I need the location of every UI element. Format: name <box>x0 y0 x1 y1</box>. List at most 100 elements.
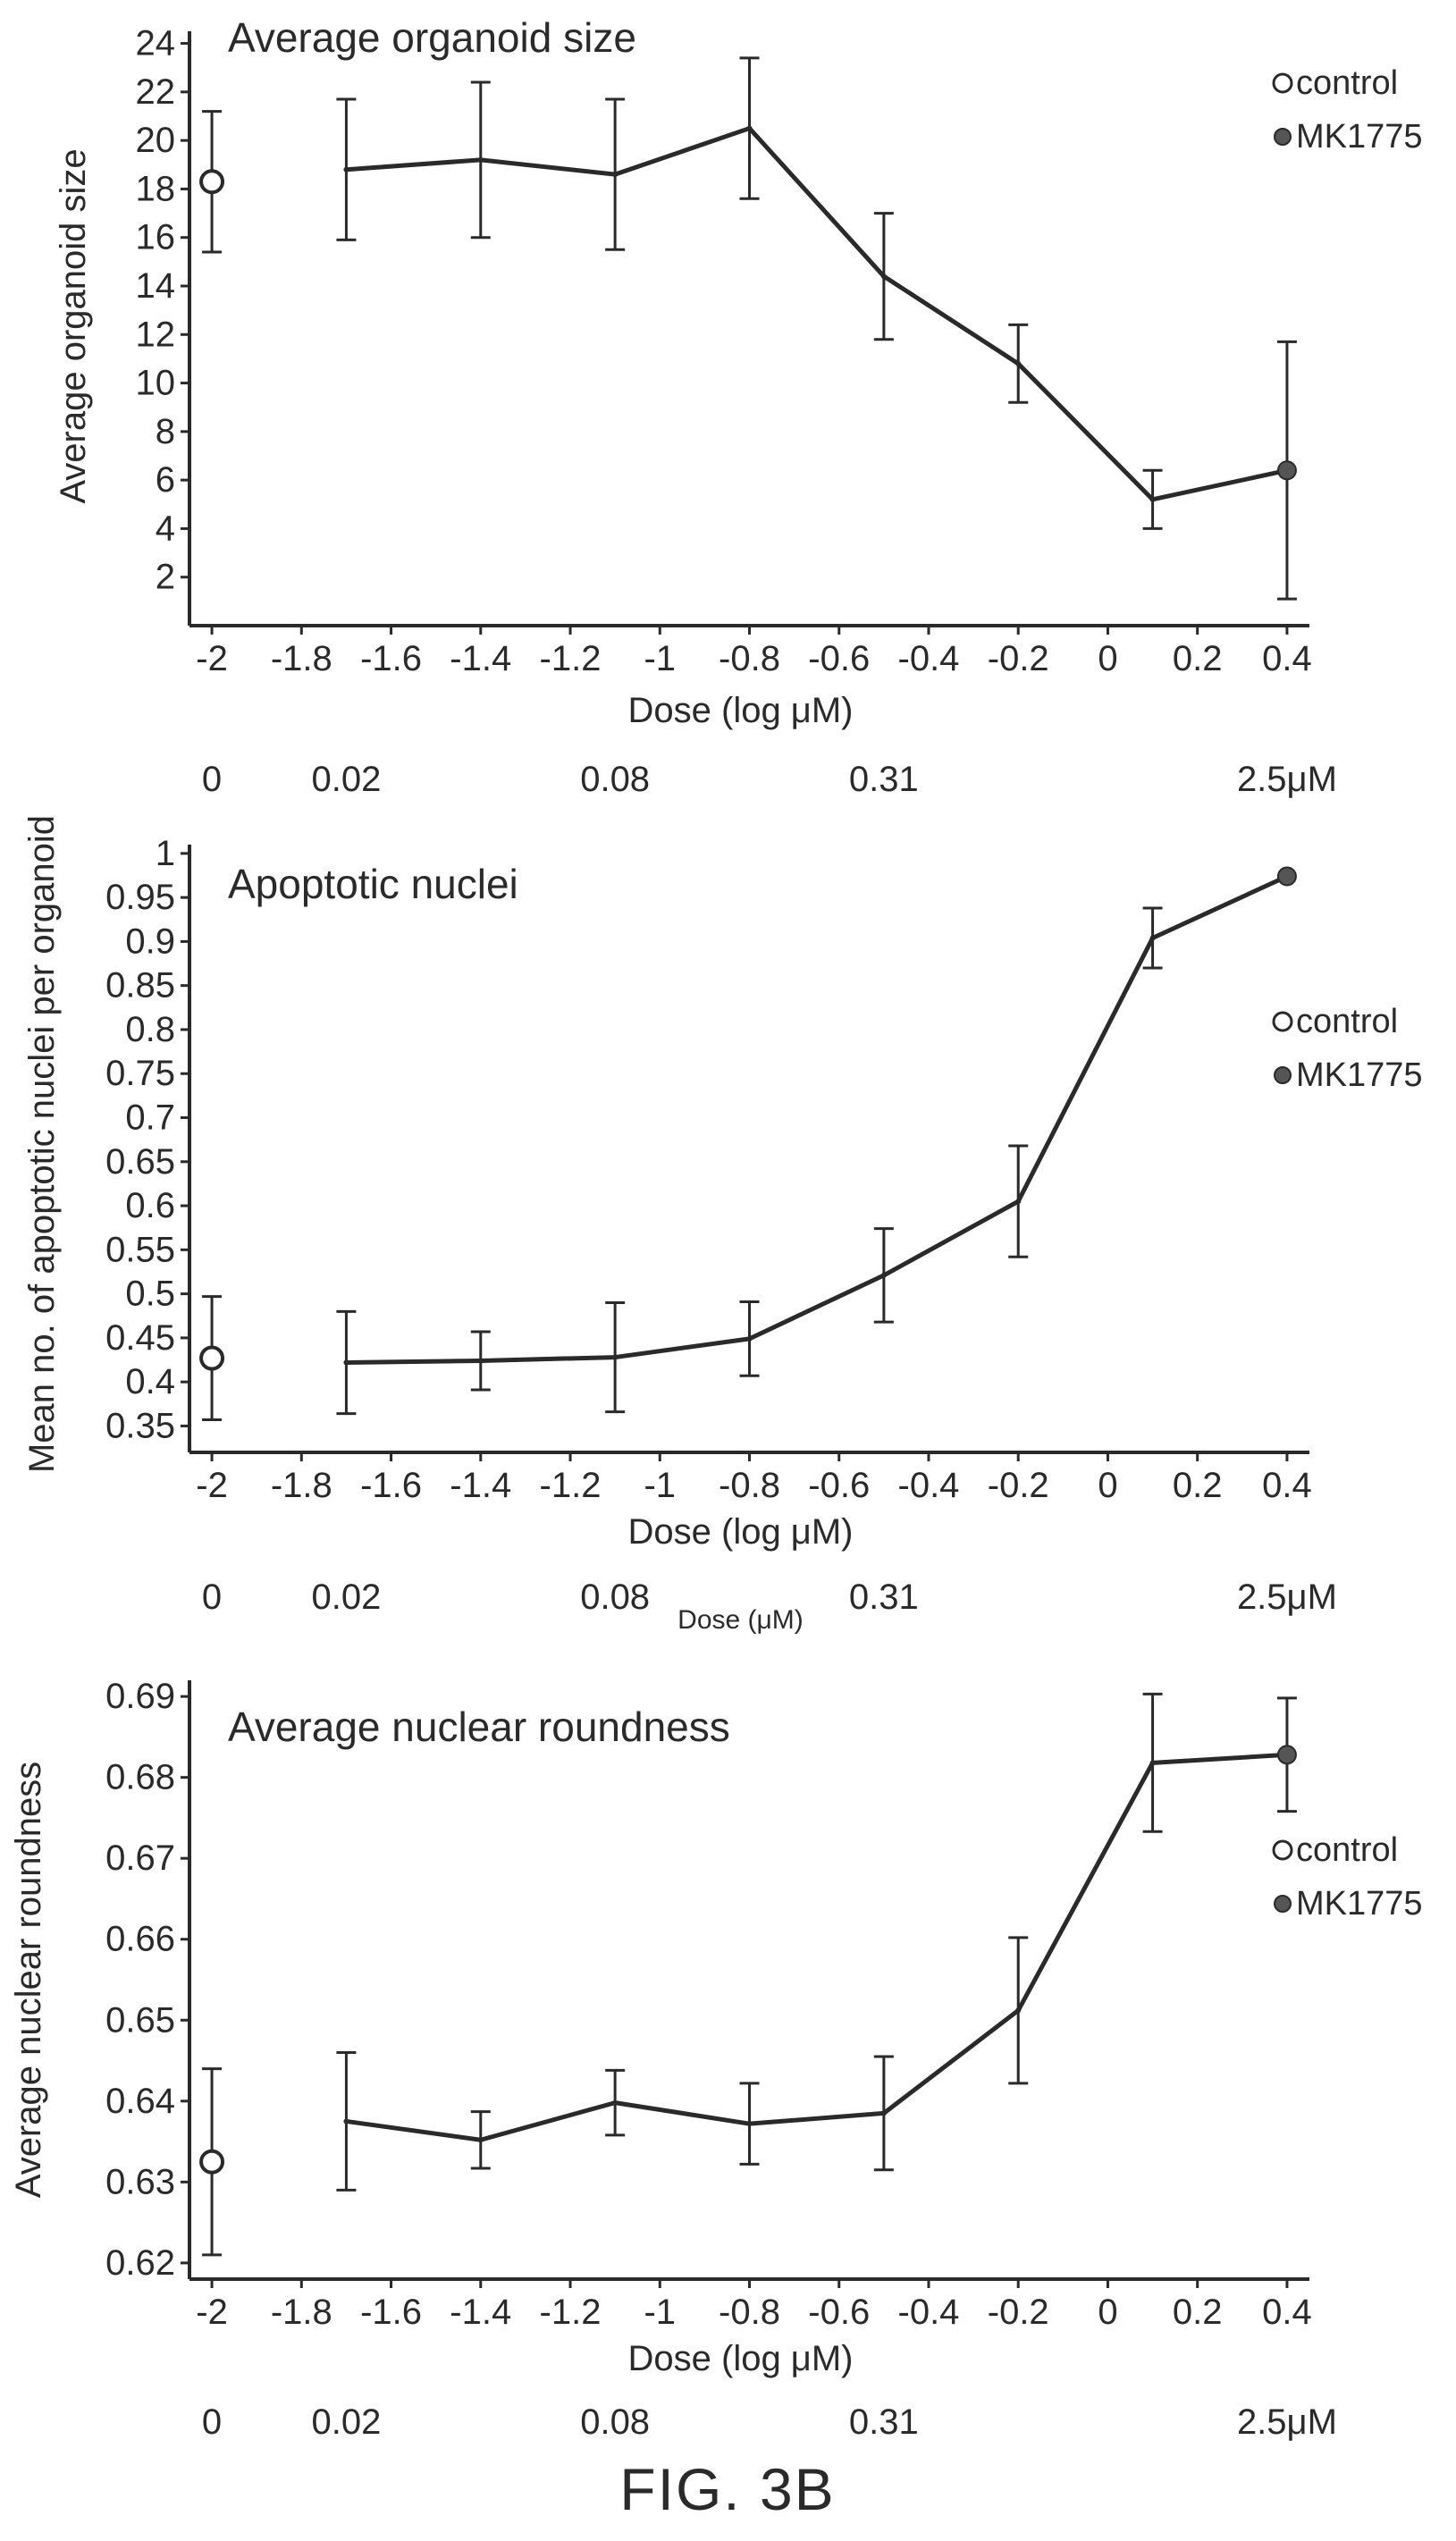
x-tick-label: -0.6 <box>808 639 870 678</box>
data-point-mk1775 <box>343 1359 349 1366</box>
y-tick-label: 12 <box>136 315 176 354</box>
x-tick-label: 0.2 <box>1173 1466 1223 1505</box>
data-point-mk1775 <box>477 156 484 163</box>
data-point-mk1775 <box>477 1358 484 1364</box>
data-point-control <box>199 169 225 195</box>
x-tick-label: -0.4 <box>898 639 960 678</box>
y-tick-label: 0.69 <box>105 1677 175 1716</box>
x-tick-label: -2 <box>196 1466 228 1505</box>
secondary-axis-label: 2.5μM <box>1237 1578 1337 1617</box>
secondary-axis-label: 0.31 <box>849 1578 919 1617</box>
chart-panel-2: 0.35 0.4 0.45 0.5 0.55 0.6 0.650.7 0.75 0.8 0.85 0… <box>22 815 1423 1635</box>
x-tick-label: 0.4 <box>1262 639 1312 678</box>
x-tick-label: -1.6 <box>360 639 422 678</box>
x-tick-label: -0.4 <box>898 2293 960 2332</box>
secondary-axis-label: 2.5μM <box>1237 760 1337 799</box>
x-tick-label: -0.2 <box>988 639 1049 678</box>
legend-marker-mk1775 <box>1274 128 1292 146</box>
x-tick-label: -1.6 <box>360 1466 422 1505</box>
x-axis-title: Dose (log μM) <box>628 1512 854 1552</box>
x-tick-label: 0 <box>1098 1466 1117 1505</box>
legend: control MK1775 <box>1272 1831 1423 1923</box>
y-tick-label: 0.9 <box>125 921 175 961</box>
legend-marker-control <box>1272 1839 1293 1861</box>
secondary-axis-label: 0.31 <box>849 2402 919 2442</box>
data-point-mk1775 <box>1276 1745 1297 1765</box>
data-point-mk1775 <box>880 273 887 280</box>
chart-title: Average nuclear roundness <box>228 1704 730 1750</box>
data-point-mk1775 <box>1149 935 1156 941</box>
secondary-axis-label: 0.08 <box>580 760 650 799</box>
x-tick-label: -0.6 <box>808 2293 870 2332</box>
x-tick-label: 0 <box>1098 639 1117 678</box>
x-tick-label: -2 <box>196 639 228 678</box>
y-tick-label: 0.4 <box>125 1362 175 1401</box>
legend: control MK1775 <box>1272 64 1423 156</box>
data-point-mk1775 <box>746 125 753 131</box>
y-tick-label: 8 <box>156 412 175 451</box>
chart-title: Apoptotic nuclei <box>228 861 518 907</box>
y-tick-label: 0.75 <box>105 1054 175 1093</box>
data-point-control <box>199 2149 225 2175</box>
x-tick-label: 0.2 <box>1173 2293 1223 2332</box>
y-tick-label: 14 <box>136 266 176 306</box>
x-tick-label: -1.4 <box>450 639 511 678</box>
y-tick-label: 0.8 <box>125 1010 175 1049</box>
x-tick-label: -0.6 <box>808 1466 870 1505</box>
legend-marker-mk1775 <box>1274 1066 1292 1084</box>
data-point-mk1775 <box>343 2118 349 2125</box>
legend-label-mk1775: MK1775 <box>1296 1885 1423 1923</box>
x-tick-label: -1.8 <box>271 1466 332 1505</box>
data-point-mk1775 <box>1149 496 1156 502</box>
secondary-axis-label: 0 <box>202 1578 222 1617</box>
legend-marker-control <box>1272 72 1293 94</box>
secondary-axis-label: 2.5μM <box>1237 2402 1337 2442</box>
y-tick-label: 16 <box>136 218 176 257</box>
x-tick-label: -0.8 <box>719 1466 780 1505</box>
y-tick-label: 0.65 <box>105 1142 175 1182</box>
secondary-axis-label: 0.08 <box>580 1578 650 1617</box>
legend-marker-control <box>1272 1011 1293 1032</box>
data-point-mk1775 <box>746 2121 753 2127</box>
y-axis-title: Average nuclear roundness <box>9 1762 48 2198</box>
secondary-axis-label: 0.08 <box>580 2402 650 2442</box>
x-tick-label: -1 <box>644 1466 676 1505</box>
x-tick-label: 0.4 <box>1262 1466 1312 1505</box>
y-tick-label: 0.5 <box>125 1275 175 1314</box>
data-point-mk1775 <box>1015 360 1022 366</box>
y-tick-label: 18 <box>136 169 176 208</box>
data-point-mk1775 <box>343 166 349 172</box>
data-point-mk1775 <box>1015 1199 1022 1205</box>
data-point-control <box>199 1345 225 1371</box>
secondary-axis-label: 0.02 <box>311 760 381 799</box>
data-point-mk1775 <box>612 172 619 178</box>
y-tick-label: 0.68 <box>105 1758 175 1797</box>
x-tick-label: -0.4 <box>898 1466 960 1505</box>
x-tick-label: -0.2 <box>988 1466 1049 1505</box>
legend-label-control: control <box>1296 1831 1398 1869</box>
secondary-axis-label: 0 <box>202 2402 222 2442</box>
x-tick-label: 0 <box>1098 2293 1117 2332</box>
y-tick-label: 0.64 <box>105 2082 175 2121</box>
legend-label-mk1775: MK1775 <box>1296 1056 1423 1094</box>
y-tick-label: 2 <box>156 558 175 597</box>
x-tick-label: -1.4 <box>450 2293 511 2332</box>
x-tick-label: -1.2 <box>540 1466 602 1505</box>
y-tick-label: 22 <box>136 72 176 112</box>
y-tick-label: 0.55 <box>105 1230 175 1269</box>
x-tick-label: -1.8 <box>271 639 332 678</box>
y-tick-label: 0.35 <box>105 1406 175 1445</box>
x-tick-label: -1 <box>644 639 676 678</box>
series-line-mk1775 <box>346 126 1288 502</box>
data-point-mk1775 <box>880 1272 887 1278</box>
y-tick-label: 0.45 <box>105 1318 175 1358</box>
y-tick-label: 0.95 <box>105 878 175 917</box>
y-tick-label: 0.62 <box>105 2243 175 2283</box>
y-tick-label: 0.67 <box>105 1838 175 1878</box>
data-point-mk1775 <box>1149 1760 1156 1766</box>
y-axis-title: Average organoid size <box>54 148 93 503</box>
data-point-mk1775 <box>1015 2007 1022 2014</box>
x-tick-label: -1.6 <box>360 2293 422 2332</box>
legend-label-control: control <box>1296 64 1398 102</box>
